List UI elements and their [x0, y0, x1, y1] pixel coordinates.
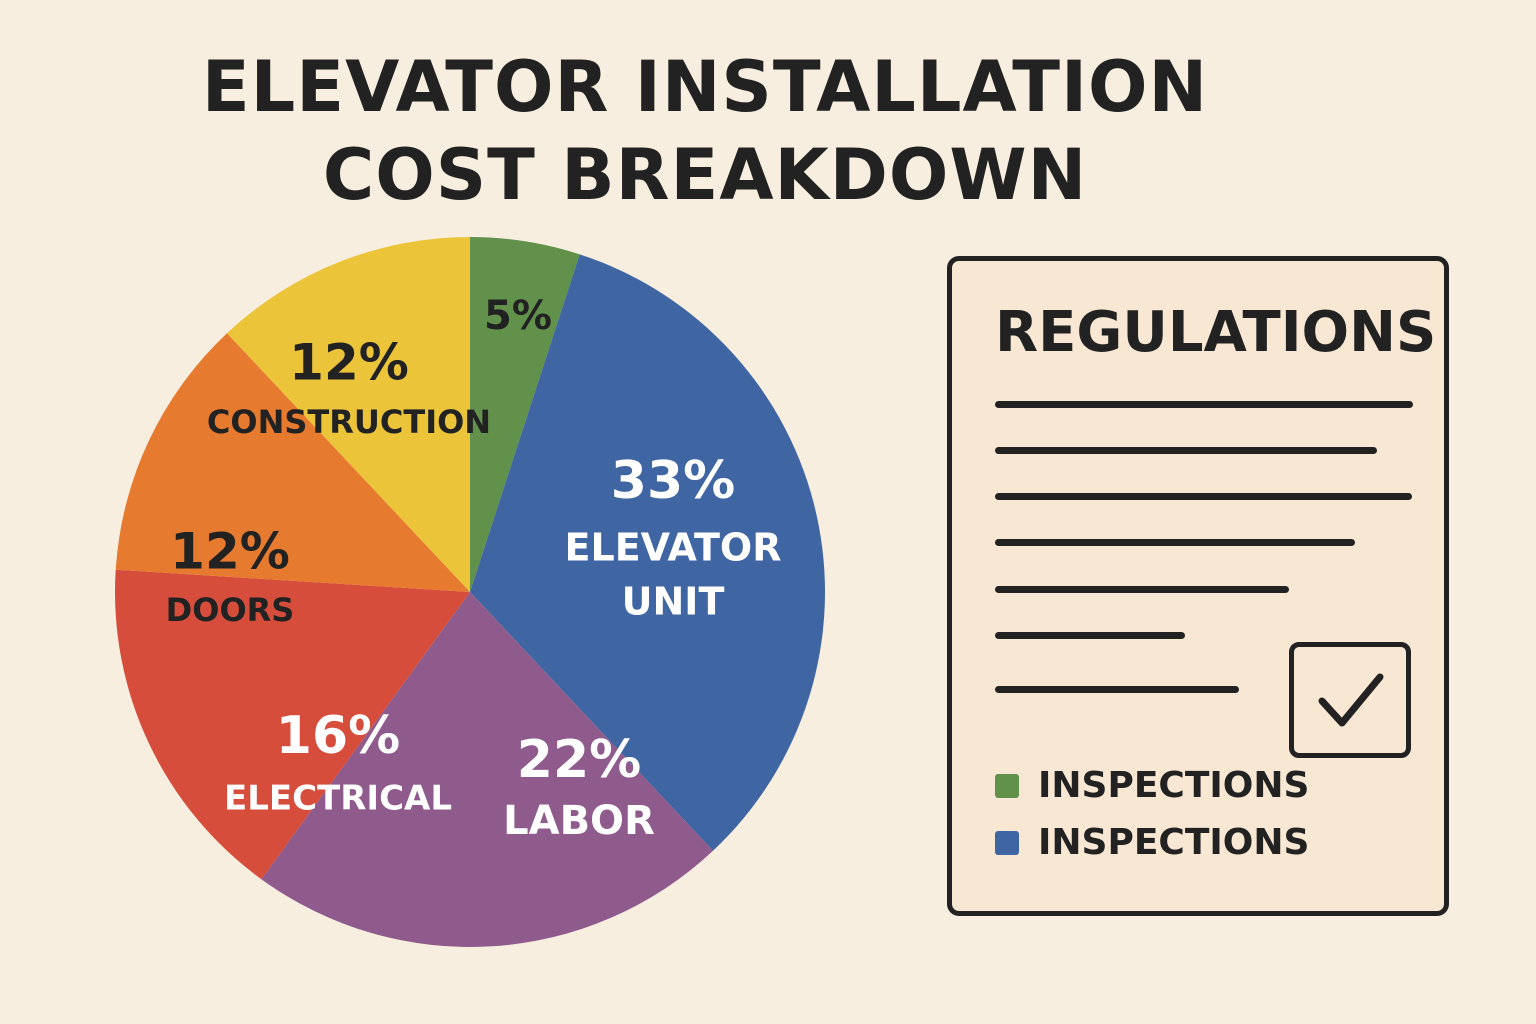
- document-text-line: [995, 632, 1185, 639]
- chart-title-line-2: COST BREAKDOWN: [322, 134, 1088, 216]
- slice-value-label: 33%: [611, 451, 735, 511]
- pie-slice: [115, 333, 470, 592]
- document-text-line: [995, 493, 1412, 500]
- slice-value-label: 16%: [276, 706, 400, 766]
- regulations-card: REGULATIONS INSPECTIONS INSPECTIONS: [947, 256, 1449, 916]
- pie-slice: [114, 569, 471, 880]
- legend-swatch: [995, 774, 1019, 798]
- legend-label: INSPECTIONS: [1038, 765, 1310, 806]
- legend-swatch: [995, 831, 1019, 855]
- chart-title-line-1: ELEVATOR INSTALLATION: [201, 46, 1209, 128]
- document-text-line: [995, 586, 1289, 593]
- slice-category-label: CONSTRUCTION: [207, 403, 491, 441]
- slice-category-label: ELEVATOR: [565, 526, 782, 570]
- pie-slice: [226, 237, 470, 592]
- slice-category-label: ELECTRICAL: [224, 779, 452, 819]
- slice-value-label: 12%: [170, 523, 290, 581]
- regulations-title: REGULATIONS: [995, 300, 1437, 365]
- document-text-line: [995, 539, 1355, 546]
- document-text-line: [995, 401, 1413, 408]
- slice-value-label: 22%: [517, 730, 641, 790]
- pie-slice: [470, 254, 825, 851]
- checkbox-checked-icon[interactable]: [1289, 642, 1411, 758]
- checkmark-icon: [1318, 673, 1384, 727]
- pie-slice: [261, 592, 714, 947]
- slice-category-label: UNIT: [622, 580, 725, 624]
- slice-category-label: LABOR: [503, 798, 655, 844]
- slice-category-label: DOORS: [166, 591, 295, 629]
- slice-value-label: 12%: [289, 334, 409, 392]
- legend-item: INSPECTIONS: [995, 766, 1309, 806]
- pie-slice: [470, 237, 580, 592]
- legend-item: INSPECTIONS: [995, 823, 1309, 863]
- slice-value-label: 5%: [484, 293, 552, 339]
- document-text-line: [995, 686, 1239, 693]
- legend-label: INSPECTIONS: [1038, 822, 1310, 863]
- document-text-line: [995, 447, 1377, 454]
